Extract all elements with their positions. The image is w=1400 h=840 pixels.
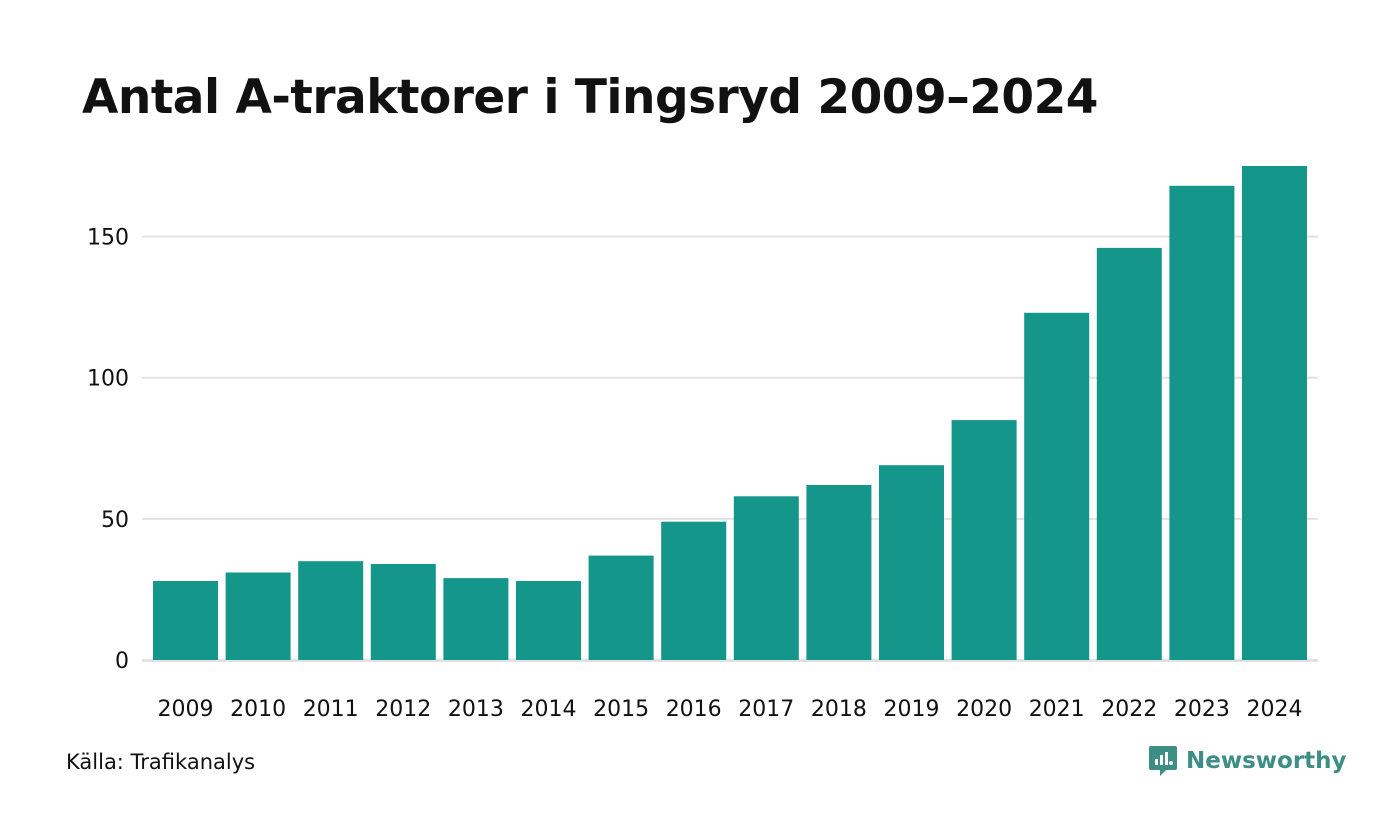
bar-2020 xyxy=(951,420,1017,660)
x-tick-label-2024: 2024 xyxy=(1247,697,1303,722)
x-tick-label-2018: 2018 xyxy=(811,697,867,722)
bar-2017 xyxy=(733,496,799,660)
y-tick-label: 150 xyxy=(87,226,129,251)
newsworthy-logo-icon xyxy=(1149,746,1177,776)
bar-2022 xyxy=(1096,247,1162,660)
bars xyxy=(153,166,1307,661)
bar-2016 xyxy=(661,521,727,660)
x-tick-label-2014: 2014 xyxy=(521,697,577,722)
x-tick-label-2019: 2019 xyxy=(884,697,940,722)
bar-2010 xyxy=(225,572,291,660)
y-tick-label: 50 xyxy=(101,508,129,533)
x-tick-label-2012: 2012 xyxy=(375,697,431,722)
x-tick-label-2015: 2015 xyxy=(593,697,649,722)
x-tick-label-2009: 2009 xyxy=(158,697,214,722)
x-tick-label-2013: 2013 xyxy=(448,697,504,722)
bar-2013 xyxy=(443,578,509,660)
x-tick-label-2021: 2021 xyxy=(1029,697,1085,722)
brand: Newsworthy xyxy=(1148,744,1347,778)
bar-2019 xyxy=(879,465,944,660)
x-tick-label-2022: 2022 xyxy=(1101,697,1157,722)
x-tick-label-2023: 2023 xyxy=(1174,697,1230,722)
bar-2015 xyxy=(588,555,654,660)
bar-2014 xyxy=(516,581,581,660)
bar-2011 xyxy=(298,561,364,660)
brand-name: Newsworthy xyxy=(1186,748,1347,774)
y-tick-label: 0 xyxy=(115,649,129,674)
bar-2012 xyxy=(370,564,436,660)
x-tick-label-2010: 2010 xyxy=(230,697,286,722)
source-note: Källa: Trafikanalys xyxy=(66,750,256,774)
x-tick-label-2016: 2016 xyxy=(666,697,722,722)
x-tick-label-2011: 2011 xyxy=(303,697,359,722)
bar-2024 xyxy=(1242,166,1307,660)
y-tick-label: 100 xyxy=(87,367,129,392)
x-tick-label-2020: 2020 xyxy=(956,697,1012,722)
bar-2021 xyxy=(1024,312,1090,660)
bar-2023 xyxy=(1169,185,1235,661)
bar-2009 xyxy=(153,581,218,660)
y-axis-ticks: 0 50 100 150 xyxy=(87,226,129,674)
x-tick-label-2017: 2017 xyxy=(738,697,794,722)
x-axis-ticks: 2009 2010 2011 2012 2013 2014 2015 2016 2017 2018… xyxy=(158,697,1303,722)
bar-2018 xyxy=(806,485,872,660)
chart-title: Antal A-traktorer i Tingsryd 2009–2024 xyxy=(82,70,1099,125)
